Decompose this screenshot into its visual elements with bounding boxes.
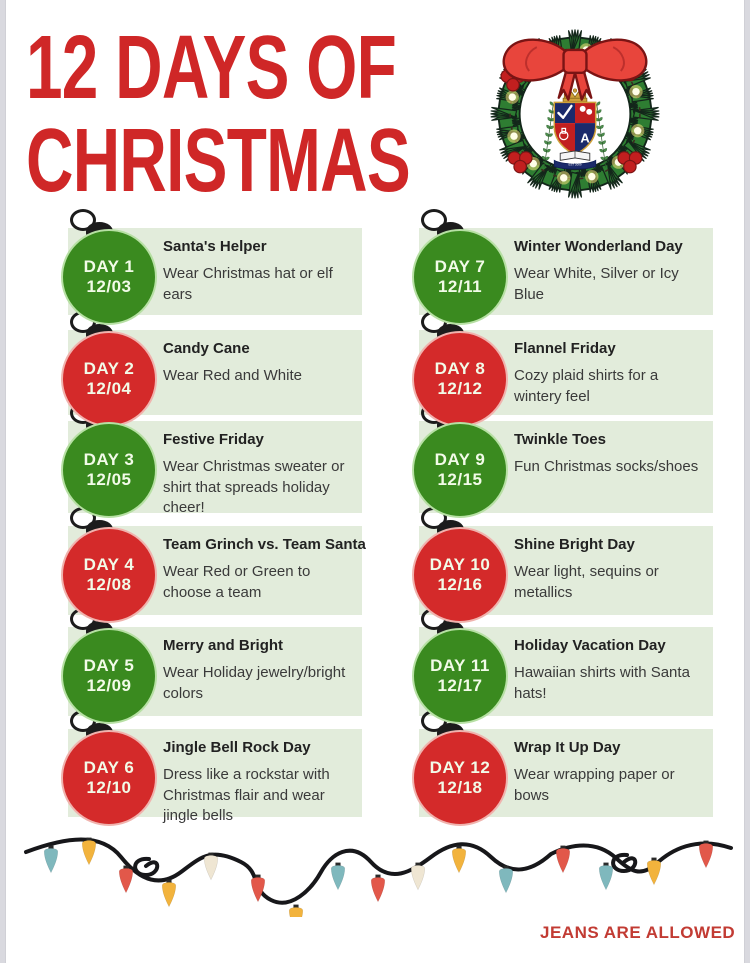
svg-text:EST 2009: EST 2009	[568, 163, 581, 167]
